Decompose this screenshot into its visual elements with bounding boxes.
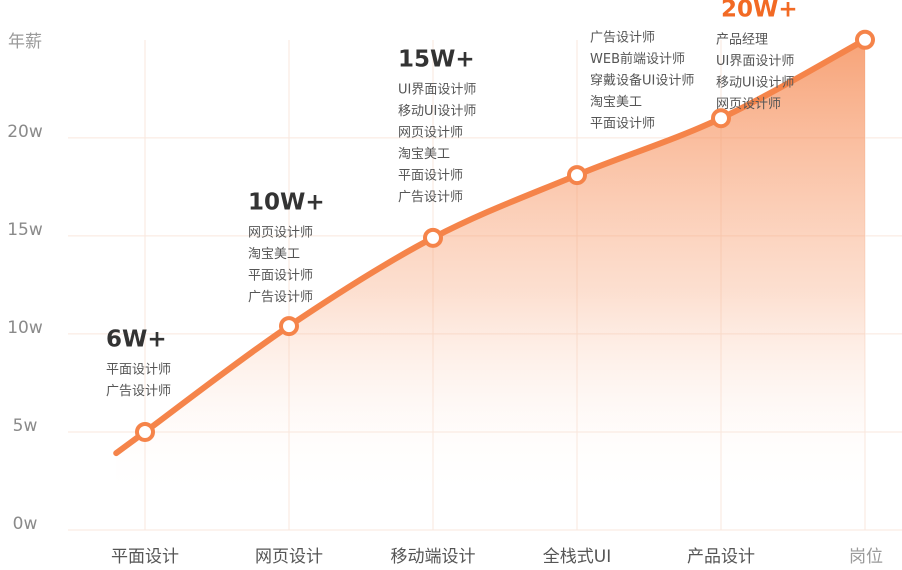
x-tick-label: 网页设计 xyxy=(255,547,323,567)
y-tick-label: 20w xyxy=(7,122,43,142)
annotation-item: 穿戴设备UI设计师 xyxy=(590,73,694,89)
point xyxy=(279,316,299,337)
annotation-item: 广告设计师 xyxy=(398,190,463,205)
annotation-item: UI界面设计师 xyxy=(398,83,476,98)
annotation-item: 网页设计师 xyxy=(398,126,463,141)
x-tick-label: 全栈式UI xyxy=(543,547,611,567)
point xyxy=(567,165,587,186)
annotation-item: 移动UI设计师 xyxy=(716,76,794,91)
point xyxy=(423,227,443,248)
y-tick-label: 0w xyxy=(13,514,38,534)
x-axis-label: 岗位 xyxy=(849,547,883,567)
annotation-heading: 20W+ xyxy=(721,0,798,23)
annotation-item: WEB前端设计师 xyxy=(590,51,685,67)
line xyxy=(142,36,868,435)
annotation-item: 平面设计师 xyxy=(398,169,463,184)
point xyxy=(135,421,155,442)
y-tick-label: 5w xyxy=(13,416,38,436)
annotation-item: 广告设计师 xyxy=(248,290,313,305)
annotation-item: UI界面设计师 xyxy=(716,54,794,69)
annotation-item: 移动UI设计师 xyxy=(398,104,476,119)
area-fill xyxy=(116,39,865,500)
x-tick-label: 产品设计 xyxy=(687,547,755,567)
annotation-heading: 6W+ xyxy=(106,327,167,353)
annotation-item: 平面设计师 xyxy=(106,363,171,378)
x-tick-label: 平面设计 xyxy=(111,547,179,567)
y-tick-label: 15w xyxy=(7,220,43,240)
y-tick-label: 10w xyxy=(7,318,43,338)
annotation-item: 淘宝美工 xyxy=(590,95,642,110)
annotation-item: 平面设计师 xyxy=(590,117,655,132)
annotation-item: 网页设计师 xyxy=(716,97,781,112)
annotation-item: 产品经理 xyxy=(716,33,768,48)
annotation-item: 平面设计师 xyxy=(248,269,313,284)
annotation-item: 广告设计师 xyxy=(590,31,655,46)
x-tick-label: 移动端设计 xyxy=(391,547,476,567)
y-axis-label: 年薪 xyxy=(8,32,42,52)
annotation-item: 网页设计师 xyxy=(248,226,313,241)
annotation-heading: 15W+ xyxy=(398,47,475,73)
annotation-heading: 10W+ xyxy=(248,190,325,216)
annotation-item: 淘宝美工 xyxy=(398,147,450,162)
annotation-item: 广告设计师 xyxy=(106,384,171,399)
point xyxy=(711,108,731,129)
point xyxy=(855,29,875,50)
annotation-item: 淘宝美工 xyxy=(248,247,300,262)
